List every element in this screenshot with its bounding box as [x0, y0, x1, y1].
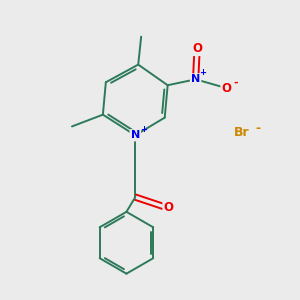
Text: O: O: [192, 42, 202, 55]
Text: -: -: [233, 78, 238, 88]
Text: Br: Br: [233, 126, 249, 139]
Text: N: N: [191, 74, 200, 84]
Text: +: +: [200, 68, 206, 77]
Text: +: +: [140, 125, 147, 134]
Text: O: O: [222, 82, 232, 95]
Text: -: -: [255, 122, 260, 135]
Text: N: N: [131, 130, 140, 140]
Text: O: O: [164, 201, 174, 214]
